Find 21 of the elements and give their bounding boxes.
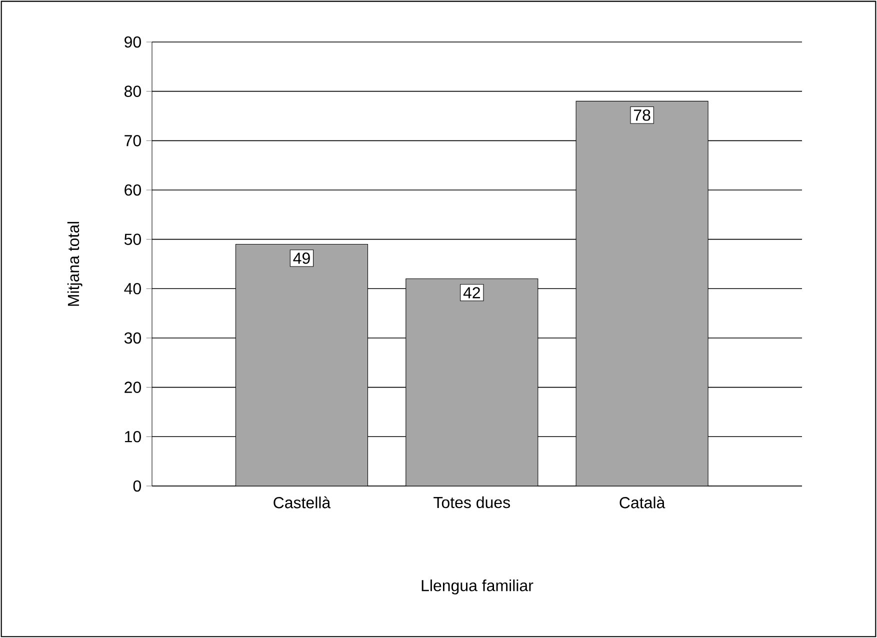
data-label: 78 — [634, 109, 650, 121]
y-tick-label: 30 — [124, 332, 141, 344]
bar — [406, 278, 538, 486]
y-tick-label: 10 — [125, 430, 141, 442]
bar — [576, 100, 708, 486]
x-tick-label: Totes dues — [434, 496, 510, 508]
y-tick-label: 80 — [124, 86, 141, 97]
y-tick-label: 70 — [124, 135, 141, 146]
y-tick-label: 60 — [124, 184, 141, 196]
x-tick-label: Castellà — [274, 496, 331, 508]
x-tick-label: Català — [620, 496, 666, 508]
data-label: 49 — [293, 252, 310, 264]
y-tick-label: 90 — [124, 36, 141, 48]
y-tick-label: 0 — [133, 480, 141, 492]
x-axis-title: Llengua familiar — [422, 580, 534, 594]
bar — [236, 244, 368, 486]
y-tick-label: 20 — [124, 382, 141, 393]
y-tick-label: 50 — [124, 234, 141, 245]
y-tick-label: 40 — [124, 283, 141, 294]
data-label: 42 — [463, 287, 480, 298]
y-axis-title: Mitjana total — [67, 222, 82, 306]
